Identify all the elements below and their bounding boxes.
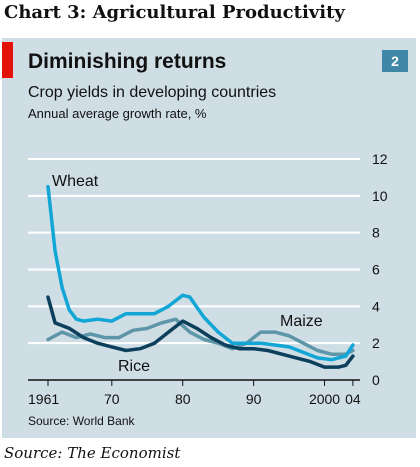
y-tick-label: 8 — [372, 225, 380, 241]
y-tick-labels: 0 2 4 6 8 10 12 — [372, 151, 388, 388]
y-tick-label: 10 — [372, 188, 388, 204]
y-tick-label: 2 — [372, 335, 380, 351]
maize-label: Maize — [280, 313, 323, 330]
accent-tab — [2, 42, 13, 78]
rice-line — [46, 295, 355, 369]
page-title: Chart 3: Agricultural Productivity — [4, 2, 345, 23]
x-tick-label: 70 — [104, 391, 120, 407]
series-lines — [46, 184, 355, 369]
x-tick-label: 2000 — [309, 391, 340, 407]
x-tick-label: 90 — [246, 391, 262, 407]
maize-line — [46, 317, 355, 356]
x-tick-label: 04 — [345, 391, 361, 407]
footer-credit: Source: The Economist — [4, 444, 181, 462]
wheat-label: Wheat — [52, 173, 99, 190]
x-tick-label: 1961 — [28, 391, 59, 407]
y-tick-label: 0 — [372, 372, 380, 388]
wheat-line — [46, 184, 355, 362]
chart-title: Diminishing returns — [28, 50, 227, 73]
y-tick-label: 6 — [372, 262, 380, 278]
rice-label: Rice — [118, 358, 150, 375]
gridlines — [28, 158, 360, 386]
chart-subtitle: Crop yields in developing countries — [28, 84, 277, 101]
x-tick-label: 80 — [175, 391, 191, 407]
y-tick-label: 4 — [372, 298, 380, 314]
series-annotations: Wheat Rice Maize — [52, 173, 323, 375]
chart-source: Source: World Bank — [28, 414, 135, 428]
chart-units: Annual average growth rate, % — [28, 106, 207, 121]
chart-number-badge: 2 — [382, 50, 408, 72]
x-tick-labels: 1961 70 80 90 2000 04 — [28, 391, 361, 407]
y-tick-label: 12 — [372, 151, 388, 167]
chart-panel — [2, 38, 416, 438]
